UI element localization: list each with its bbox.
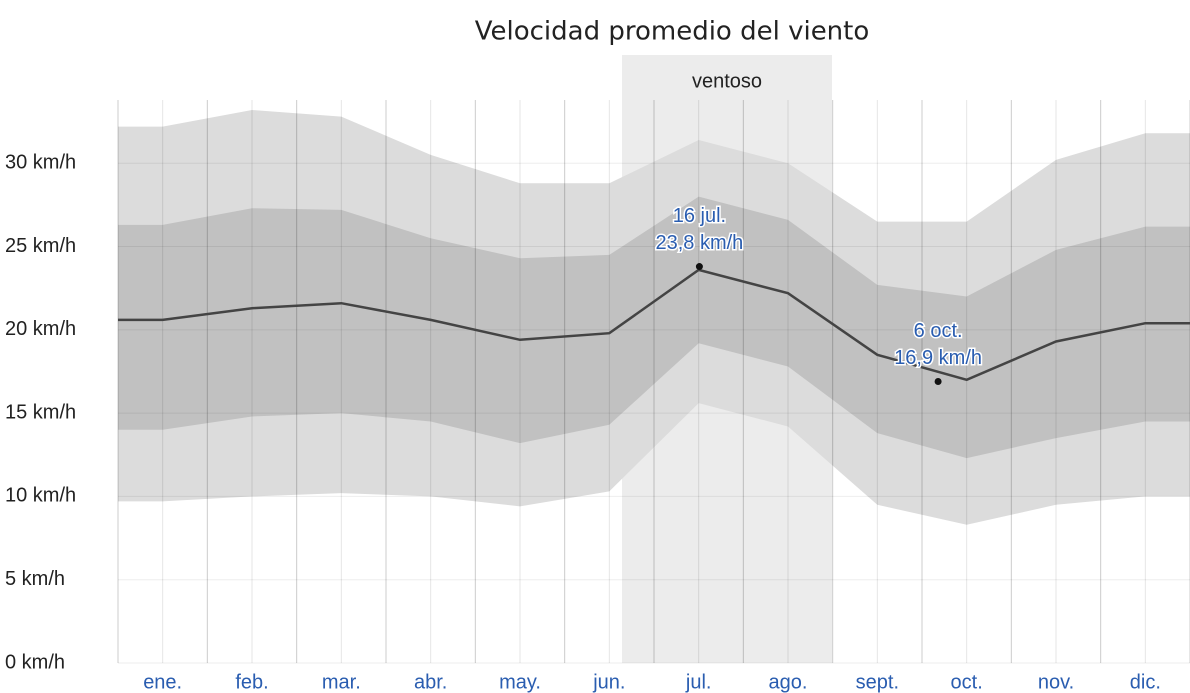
y-tick-label: 10 km/h bbox=[5, 485, 76, 507]
x-tick-label: abr. bbox=[414, 671, 447, 693]
x-tick-label: dic. bbox=[1130, 671, 1161, 693]
chart-title: Velocidad promedio del viento bbox=[475, 17, 870, 47]
x-tick-label: nov. bbox=[1038, 671, 1074, 693]
x-tick-label: jun. bbox=[592, 671, 625, 693]
annotation-value: 23,8 km/h bbox=[655, 232, 743, 254]
x-tick-label: may. bbox=[499, 671, 541, 693]
percentile-band bbox=[118, 196, 1190, 459]
line bbox=[118, 268, 1190, 382]
y-tick-label: 25 km/h bbox=[5, 235, 76, 257]
annotation-point bbox=[934, 377, 942, 385]
annotation-date: 16 jul. bbox=[673, 205, 726, 227]
x-tick-label: ene. bbox=[143, 671, 182, 693]
x-tick-label: feb. bbox=[235, 671, 268, 693]
y-tick-label: 15 km/h bbox=[5, 401, 76, 423]
x-tick-label: oct. bbox=[951, 671, 983, 693]
x-tick-label: mar. bbox=[322, 671, 361, 693]
annotation-value: 16,9 km/h bbox=[894, 347, 982, 369]
annotation-date: 6 oct. bbox=[914, 320, 963, 342]
annotation-point bbox=[695, 263, 703, 271]
y-tick-label: 30 km/h bbox=[5, 152, 76, 174]
highlight-label: ventoso bbox=[692, 70, 762, 92]
x-tick-label: jul. bbox=[685, 671, 712, 693]
x-tick-label: sept. bbox=[856, 671, 899, 693]
y-tick-label: 0 km/h bbox=[5, 651, 65, 673]
x-tick-label: ago. bbox=[769, 671, 808, 693]
y-tick-label: 5 km/h bbox=[5, 568, 65, 590]
y-tick-label: 20 km/h bbox=[5, 318, 76, 340]
